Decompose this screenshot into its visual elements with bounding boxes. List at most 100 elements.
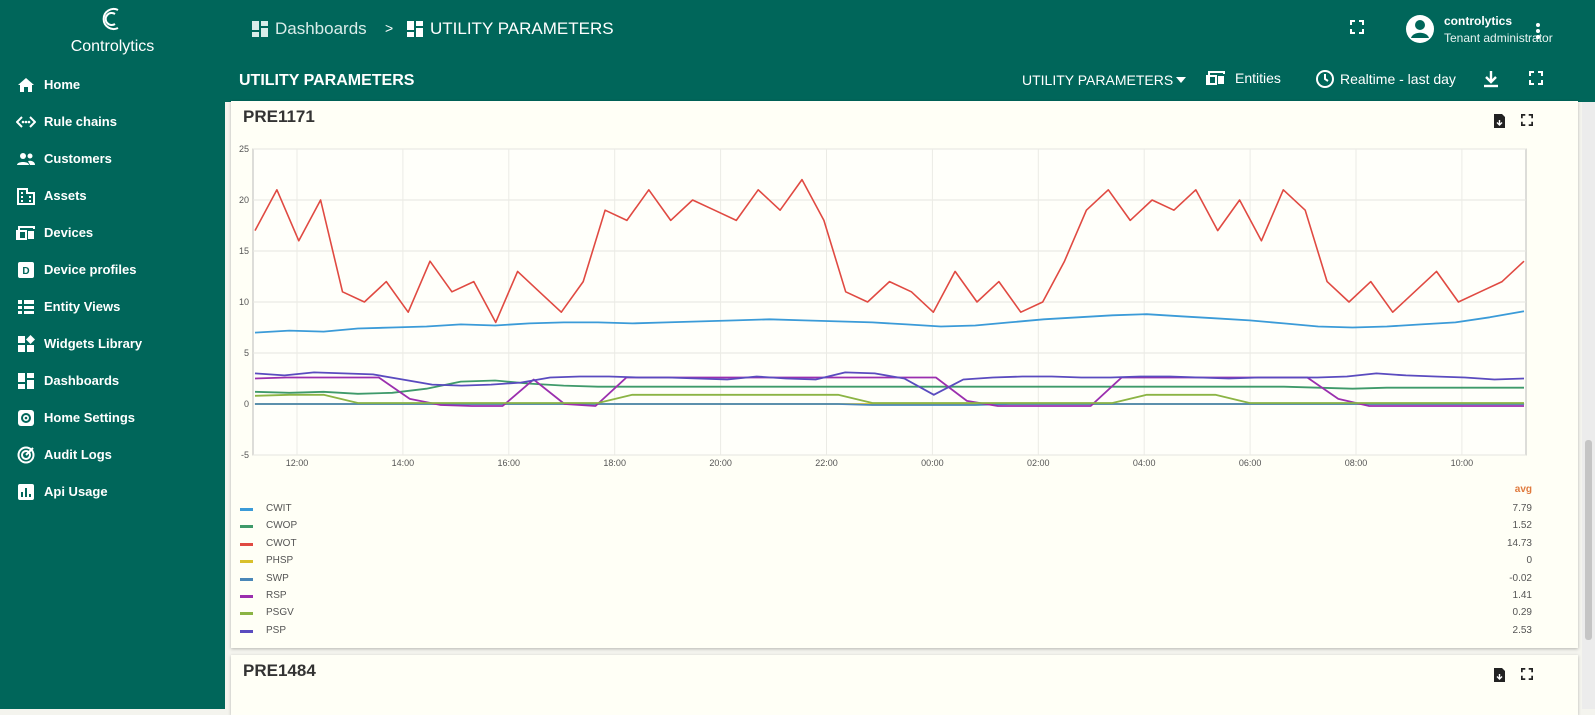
fullscreen-icon[interactable] [1521, 668, 1533, 680]
dashboard-title: UTILITY PARAMETERS [239, 72, 415, 89]
sidebar-item-label: Device profiles [44, 262, 137, 277]
legend-swatch [240, 594, 253, 598]
sidebar-item-label: Devices [44, 225, 94, 240]
sidebar-item-label: Dashboards [44, 373, 120, 388]
breadcrumb-dashboards[interactable]: Dashboards [251, 19, 367, 39]
legend-label: CWIT [266, 503, 292, 514]
legend-label: CWOP [266, 520, 298, 532]
legend-value: 0 [1526, 555, 1532, 567]
legend-item[interactable]: PSP 2.53 [240, 623, 1532, 640]
devices-icon [16, 223, 36, 243]
api-usage-icon [16, 482, 36, 502]
clock-icon [1316, 70, 1334, 88]
export-icon[interactable] [1493, 667, 1506, 683]
sidebar-item-devices[interactable]: Devices [0, 214, 225, 251]
more-vert-icon[interactable] [1535, 22, 1541, 40]
export-icon[interactable] [1493, 113, 1506, 129]
chart-legend: avg CWIT 7.79 CWOP 1.52 CWOT 14.73 PHSP 0 SWP -0.… [240, 484, 1532, 640]
entities-button[interactable]: Entities [1205, 70, 1281, 86]
timewindow-label: Realtime - last day [1340, 71, 1456, 87]
sidebar-item-label: Rule chains [44, 114, 117, 129]
entity-views-icon [16, 297, 36, 317]
dashboard-state-label: UTILITY PARAMETERS [1022, 72, 1174, 88]
legend-value: 14.73 [1506, 537, 1532, 549]
legend-item[interactable]: PSGV 0.29 [240, 605, 1532, 622]
widgets-library-icon [16, 334, 36, 354]
legend-value-header: avg [1514, 484, 1532, 495]
sidebar-item-label: Entity Views [44, 299, 121, 314]
sidebar-item-label: Home Settings [44, 410, 136, 425]
legend-label: SWP [266, 572, 289, 584]
legend-value: -0.02 [1509, 572, 1532, 584]
legend-swatch [240, 508, 253, 511]
top-header: Dashboards > UTILITY PARAMETERS controly… [225, 0, 1595, 60]
device-profiles-icon: D [16, 260, 36, 280]
avatar[interactable] [1405, 14, 1435, 44]
legend-value: 1.41 [1512, 589, 1532, 601]
legend-label: CWOT [266, 537, 297, 549]
sidebar-item-audit-logs[interactable]: Audit Logs [0, 436, 225, 473]
sidebar-item-dashboards[interactable]: Dashboards [0, 362, 225, 399]
sidebar-item-device-profiles[interactable]: D Device profiles [0, 251, 225, 288]
breadcrumb-current: UTILITY PARAMETERS [406, 19, 614, 39]
dashboards-icon [16, 371, 36, 391]
audit-logs-icon [16, 445, 36, 465]
fullscreen-icon[interactable] [1529, 71, 1543, 85]
download-icon[interactable] [1483, 70, 1499, 88]
legend-value: 1.52 [1512, 520, 1532, 532]
legend-value: 0.29 [1512, 607, 1532, 619]
sidebar-item-label: Home [44, 77, 81, 92]
legend-item[interactable]: PHSP 0 [240, 553, 1532, 570]
dashboard-state-select[interactable]: UTILITY PARAMETERS [1022, 72, 1187, 88]
legend-swatch [240, 560, 253, 564]
breadcrumb-label: Dashboards [275, 19, 367, 38]
home-icon [16, 75, 36, 95]
legend-label: PSP [266, 624, 287, 636]
legend-swatch [240, 577, 253, 581]
user-role: Tenant administrator [1444, 31, 1553, 45]
breadcrumb-label: UTILITY PARAMETERS [430, 19, 614, 38]
legend-swatch [240, 629, 253, 633]
fullscreen-icon[interactable] [1350, 20, 1364, 34]
sidebar-item-label: Widgets Library [44, 336, 143, 351]
legend-swatch [240, 525, 253, 529]
chart-widget-card: PRE1484 [231, 655, 1578, 715]
sidebar-item-api-usage[interactable]: Api Usage [0, 473, 225, 510]
devices-icon [1206, 71, 1225, 85]
sidebar-item-home-settings[interactable]: Home Settings [0, 399, 225, 436]
timewindow-button[interactable]: Realtime - last day [1315, 69, 1456, 89]
user-name: controlytics [1444, 14, 1513, 28]
legend-item[interactable]: CWIT 7.79 [240, 501, 1532, 518]
legend-item[interactable]: CWOT 14.73 [240, 536, 1532, 553]
widget-title: PRE1171 [243, 107, 315, 126]
settings-icon [16, 408, 36, 428]
sidebar-item-rule-chains[interactable]: Rule chains [0, 103, 225, 140]
logo[interactable]: Controlytics [0, 0, 225, 60]
scrollbar-thumb[interactable] [1585, 440, 1592, 640]
sidebar-item-home[interactable]: Home [0, 66, 225, 103]
sidebar-item-label: Customers [44, 151, 112, 166]
sidebar-item-widgets-library[interactable]: Widgets Library [0, 325, 225, 362]
legend-swatch [240, 612, 253, 616]
dashboard-toolbar: UTILITY PARAMETERS UTILITY PARAMETERS En… [225, 60, 1595, 102]
assets-icon [16, 186, 36, 206]
fullscreen-icon[interactable] [1521, 114, 1533, 126]
sidebar-item-customers[interactable]: Customers [0, 140, 225, 177]
sidebar-item-assets[interactable]: Assets [0, 177, 225, 214]
legend-item[interactable]: RSP 1.41 [240, 588, 1532, 605]
sidebar-item-entity-views[interactable]: Entity Views [0, 288, 225, 325]
sidebar: Controlytics Home Rule chains Customers … [0, 0, 225, 709]
page-scrollbar[interactable] [1582, 102, 1595, 709]
legend-item[interactable]: CWOP 1.52 [240, 518, 1532, 535]
legend-swatch [240, 542, 253, 546]
legend-label: RSP [266, 589, 287, 601]
logo-text: Controlytics [70, 38, 155, 55]
widget-title: PRE1484 [243, 661, 316, 680]
logo-mark-icon [102, 8, 119, 30]
breadcrumb-separator: > [385, 20, 394, 36]
entities-label: Entities [1235, 70, 1281, 86]
dashboards-icon [407, 21, 423, 37]
customers-icon [16, 149, 36, 169]
legend-value: 7.79 [1512, 503, 1532, 514]
legend-item[interactable]: SWP -0.02 [240, 571, 1532, 588]
